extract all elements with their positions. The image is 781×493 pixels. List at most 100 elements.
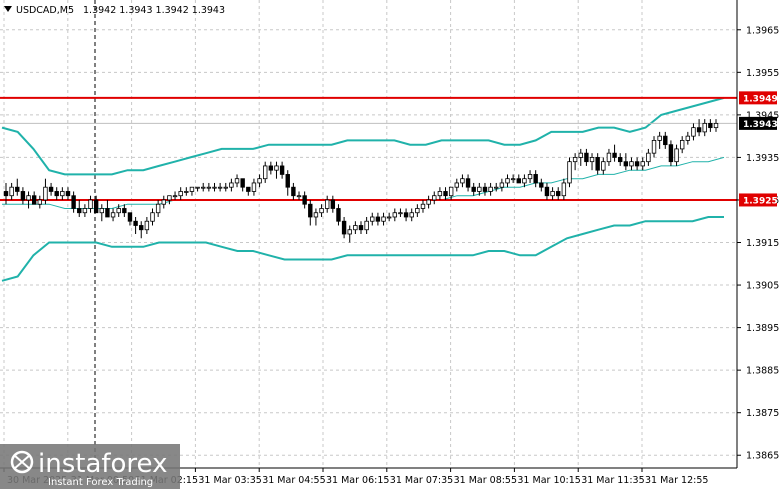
ohlc-values: 1.3942 1.3943 1.3942 1.3943	[83, 5, 225, 16]
candle-body-bull	[217, 186, 223, 189]
candle-body-bear	[330, 199, 336, 209]
candle-body-bull	[274, 165, 279, 171]
candle-body-bear	[240, 178, 245, 188]
y-tick-label: 1.3865	[746, 451, 779, 462]
x-tick-label: 31 Mar 06:15	[326, 475, 389, 486]
dropdown-triangle-icon[interactable]	[4, 6, 12, 12]
candle-body-bull	[347, 229, 352, 235]
candle-body-bull	[437, 191, 443, 197]
candle-body-bear	[539, 182, 544, 188]
candle-body-bull	[409, 212, 414, 218]
candle-body-bear	[127, 212, 133, 222]
candle-body-bull	[116, 208, 121, 214]
candle-body-bull	[223, 186, 228, 189]
candle-body-bull	[110, 212, 116, 218]
y-tick-label: 1.3875	[746, 408, 779, 419]
candle-body-bear	[48, 186, 54, 192]
y-tick-label: 1.3915	[746, 238, 779, 249]
candle-body-bull	[26, 195, 31, 201]
candles	[3, 119, 719, 243]
candle-body-bull	[527, 174, 533, 180]
candle-body-bull	[99, 208, 104, 214]
level-price-tag-label: 1.3949	[743, 94, 778, 104]
candle-body-bull	[206, 186, 212, 189]
candle-body-bull	[82, 208, 88, 214]
candle-body-bull	[454, 182, 459, 188]
candle-body-bull	[601, 161, 606, 171]
level-price-tag-label: 1.3925	[743, 196, 778, 206]
x-tick-label: 31 Mar 08:55	[454, 475, 517, 486]
candle-body-bull	[685, 135, 691, 141]
candle-body-bull	[606, 152, 612, 163]
candle-body-bear	[544, 186, 550, 197]
candle-body-bear	[336, 208, 341, 222]
candle-body-bull	[43, 186, 48, 201]
candle-body-bear	[663, 135, 668, 146]
candle-body-bull	[37, 199, 43, 205]
candle-body-bull	[398, 212, 403, 215]
candle-body-bull	[195, 186, 200, 189]
candle-body-bear	[634, 161, 640, 167]
candle-body-bear	[139, 225, 144, 231]
y-tick-label: 1.3885	[746, 366, 779, 377]
candle-body-bull	[386, 216, 392, 219]
candle-body-bear	[465, 178, 471, 188]
candle-body-bull	[651, 139, 657, 154]
bollinger-upper-line	[1, 96, 725, 176]
candle-body-bull	[234, 178, 240, 184]
candle-body-bull	[477, 186, 482, 192]
candle-body-bear	[3, 191, 9, 197]
current-price-tag	[739, 116, 777, 130]
candle-body-bull	[370, 216, 375, 222]
candle-body-bull	[161, 199, 166, 205]
x-tick-label: 31 Mar 11:35	[581, 475, 644, 486]
candle-body-bull	[499, 182, 505, 188]
candle-body-bear	[65, 191, 71, 197]
candle-body-bear	[375, 216, 381, 222]
candle-body-bear	[358, 225, 364, 231]
level-price-tag	[739, 193, 777, 207]
candle-body-bear	[471, 186, 476, 192]
candle-body-bull	[9, 186, 14, 197]
candle-body-bull	[702, 122, 707, 133]
x-tick-label: 31 Mar 12:55	[645, 475, 708, 486]
candle-body-bear	[668, 144, 674, 163]
candle-body-bear	[308, 203, 313, 218]
candle-body-bear	[533, 174, 538, 184]
candle-body-bull	[229, 182, 234, 188]
candle-body-bull	[646, 152, 651, 163]
y-tick-label: 1.3955	[746, 68, 779, 79]
candle-body-bull	[550, 191, 555, 197]
candle-body-bear	[302, 195, 307, 205]
candle-body-bull	[679, 139, 685, 150]
x-tick-label: 31 Mar 10:15	[517, 475, 580, 486]
candle-body-bear	[341, 220, 347, 235]
candle-body-bull	[88, 199, 93, 209]
symbol-timeframe: USDCAD,M5	[16, 5, 74, 16]
candle-body-bull	[488, 186, 493, 192]
y-tick-label: 1.3895	[746, 323, 779, 334]
candle-body-bear	[623, 161, 629, 167]
candle-body-bear	[122, 208, 127, 214]
candle-body-bull	[319, 208, 324, 214]
candle-body-bull	[415, 208, 420, 214]
candle-body-bear	[31, 195, 37, 205]
candle-body-bear	[15, 186, 20, 192]
candle-body-bull	[353, 225, 358, 231]
candle-body-bull	[448, 186, 454, 197]
candle-body-bull	[494, 186, 499, 189]
candle-body-bull	[324, 199, 330, 209]
candle-body-bear	[482, 186, 488, 192]
candle-body-bull	[505, 178, 510, 184]
candle-body-bull	[561, 182, 567, 197]
candle-body-bull	[713, 122, 719, 129]
candle-body-bear	[246, 186, 251, 192]
candle-body-bull	[364, 220, 369, 231]
candle-body-bull	[578, 152, 583, 158]
candle-body-bear	[708, 122, 713, 129]
candle-body-bull	[296, 195, 302, 198]
logo-tagline: Instant Forex Trading	[48, 477, 153, 488]
level-lines	[0, 96, 737, 201]
